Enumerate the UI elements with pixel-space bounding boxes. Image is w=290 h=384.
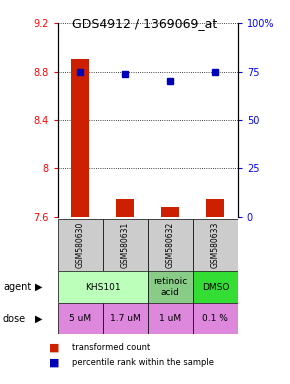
Text: percentile rank within the sample: percentile rank within the sample bbox=[72, 358, 215, 367]
Text: 1.7 uM: 1.7 uM bbox=[110, 314, 141, 323]
Bar bbox=[71, 60, 89, 217]
Bar bbox=[161, 207, 179, 217]
Text: dose: dose bbox=[3, 314, 26, 324]
Bar bbox=[58, 303, 103, 334]
Text: GSM580631: GSM580631 bbox=[121, 222, 130, 268]
Text: GSM580633: GSM580633 bbox=[211, 222, 220, 268]
Text: retinoic
acid: retinoic acid bbox=[153, 277, 188, 297]
Text: transformed count: transformed count bbox=[72, 343, 151, 352]
Text: agent: agent bbox=[3, 282, 31, 292]
Bar bbox=[148, 219, 193, 271]
Text: 0.1 %: 0.1 % bbox=[202, 314, 228, 323]
Text: ▶: ▶ bbox=[35, 282, 43, 292]
Text: ■: ■ bbox=[49, 358, 60, 368]
Text: DMSO: DMSO bbox=[202, 283, 229, 291]
Bar bbox=[193, 219, 238, 271]
Text: GSM580632: GSM580632 bbox=[166, 222, 175, 268]
Text: GDS4912 / 1369069_at: GDS4912 / 1369069_at bbox=[72, 17, 218, 30]
Bar bbox=[103, 303, 148, 334]
Text: ■: ■ bbox=[49, 343, 60, 353]
Text: 1 uM: 1 uM bbox=[159, 314, 182, 323]
Bar bbox=[148, 303, 193, 334]
Bar bbox=[148, 271, 193, 303]
Bar bbox=[58, 271, 148, 303]
Bar bbox=[193, 303, 238, 334]
Bar bbox=[193, 271, 238, 303]
Text: KHS101: KHS101 bbox=[85, 283, 121, 291]
Text: GSM580630: GSM580630 bbox=[76, 222, 85, 268]
Bar bbox=[117, 199, 135, 217]
Text: ▶: ▶ bbox=[35, 314, 43, 324]
Bar bbox=[58, 219, 103, 271]
Bar bbox=[103, 219, 148, 271]
Text: 5 uM: 5 uM bbox=[69, 314, 92, 323]
Bar bbox=[206, 199, 224, 217]
